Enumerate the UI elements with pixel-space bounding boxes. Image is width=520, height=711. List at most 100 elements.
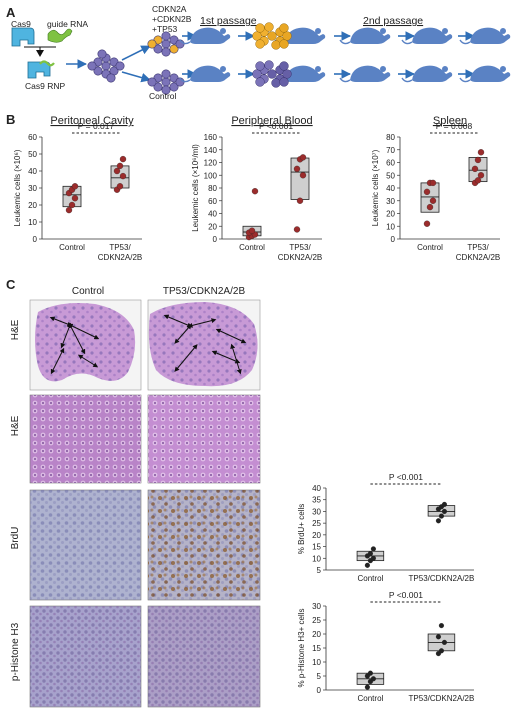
image-brdu-control [29,489,142,601]
data-point [441,501,447,507]
p-value-label: P <0.001 [389,472,423,482]
tumor-cell-cluster [252,60,292,88]
y-tick-label: 25 [312,616,321,625]
cell-icon [147,39,157,49]
cell-icon [161,39,171,49]
y-axis-label: % p-Histone H3+ cells [297,609,306,688]
y-tick-label: 140 [204,146,218,155]
x-tick-label: TP53/ [467,243,489,252]
cas9-rnp-label: Cas9 RNP [25,81,65,91]
column-label-treated: TP53/CDKN2A/2B [163,286,246,297]
tumor-cell-clusters [252,22,292,88]
cas9-protein-icon [11,27,35,47]
cell-icon [153,82,163,92]
y-tick-label: 25 [312,519,321,528]
control-group-label: Control [149,91,177,101]
y-tick-label: 20 [312,630,321,639]
image-he-high-treated [147,394,261,484]
panel-letter-c: C [6,277,16,292]
mouse-icon [401,65,453,83]
p-value-label: P = 0.008 [436,121,473,131]
data-point [429,179,437,187]
data-point [477,149,485,156]
data-point [426,203,434,211]
row-label-he-high: H&E [10,415,21,436]
y-tick-label: 120 [204,159,218,168]
y-tick-label: 80 [208,184,217,193]
mouse-icon [339,65,391,83]
tumor-cell [264,60,274,70]
mouse-icon [179,27,231,45]
image-brdu-treated [147,489,261,601]
data-point [119,172,127,180]
chart-peritoneal-cavity: Peritoneal Cavity 0 10 20 30 40 50 60 Leukemic c… [13,115,142,262]
p-value-label: P <0.001 [259,121,293,131]
y-tick-label: 0 [213,235,218,244]
y-tick-label: 30 [312,602,321,611]
data-point [119,155,127,163]
image-p-histone-treated [147,605,261,708]
tumor-cell [267,69,277,79]
image-he-low-control [29,299,142,391]
double-arrow [68,322,86,355]
cell-icon [101,61,111,71]
chart-title: Spleen [433,115,467,127]
y-axis-label: % BrdU+ cells [297,504,306,554]
tumor-cell [252,69,262,79]
data-point [71,195,79,202]
y-tick-label: 70 [386,146,395,155]
tumor-cell [271,78,281,88]
cell-icon [161,69,171,79]
cell-icon [169,82,179,92]
data-point [435,634,441,640]
mouse-icon [179,65,231,83]
chart-spleen: Spleen 0 10 20 30 40 50 60 70 80 Leukemic cells (×… [371,115,500,262]
image-p-histone-control [29,605,142,708]
cell-icon [161,31,171,41]
p-value-label: P <0.001 [389,590,423,600]
control-cells [147,69,185,95]
tumor-cell [255,39,265,49]
y-tick-label: 10 [312,658,321,667]
y-tick-label: 50 [28,150,37,159]
data-point [438,648,444,654]
y-tick-label: 10 [312,554,321,563]
y-tick-label: 0 [391,235,396,244]
y-tick-label: 20 [386,210,395,219]
tumor-cell [255,61,265,71]
x-tick-label: Control [358,574,384,583]
y-tick-label: 100 [204,171,218,180]
y-tick-label: 20 [28,201,37,210]
tumor-cell [279,23,289,33]
data-point [65,206,73,214]
y-tick-label: 60 [28,133,37,142]
data-point [299,172,307,179]
data-point [441,639,447,645]
y-tick-label: 35 [312,496,321,505]
treatment-line-3: +TP53 [152,24,178,34]
data-point [370,555,376,561]
chart-p-histone: 0 5 10 15 20 25 30 % p-Histone H3+ cells P <0.00… [297,590,474,703]
y-tick-label: 60 [208,197,217,206]
image-he-high-control [29,394,142,484]
y-tick-label: 0 [33,235,38,244]
tumor-cell [255,77,265,87]
data-point [296,197,304,204]
mouse-icon [401,27,453,45]
y-tick-label: 15 [312,644,321,653]
data-point [438,623,444,629]
data-point [113,167,121,175]
data-point [299,154,307,161]
y-tick-label: 30 [312,507,321,516]
data-point [429,197,437,204]
second-passage-label: 2nd passage [363,15,423,27]
cell-icon [106,73,116,83]
panel-letter-a: A [6,5,16,20]
tumor-cell [279,77,289,87]
y-tick-label: 80 [386,133,395,142]
double-arrow [174,324,192,344]
data-point [293,165,301,173]
data-point [251,188,259,195]
mouse-icon [459,27,511,45]
treated-cells [147,31,185,57]
